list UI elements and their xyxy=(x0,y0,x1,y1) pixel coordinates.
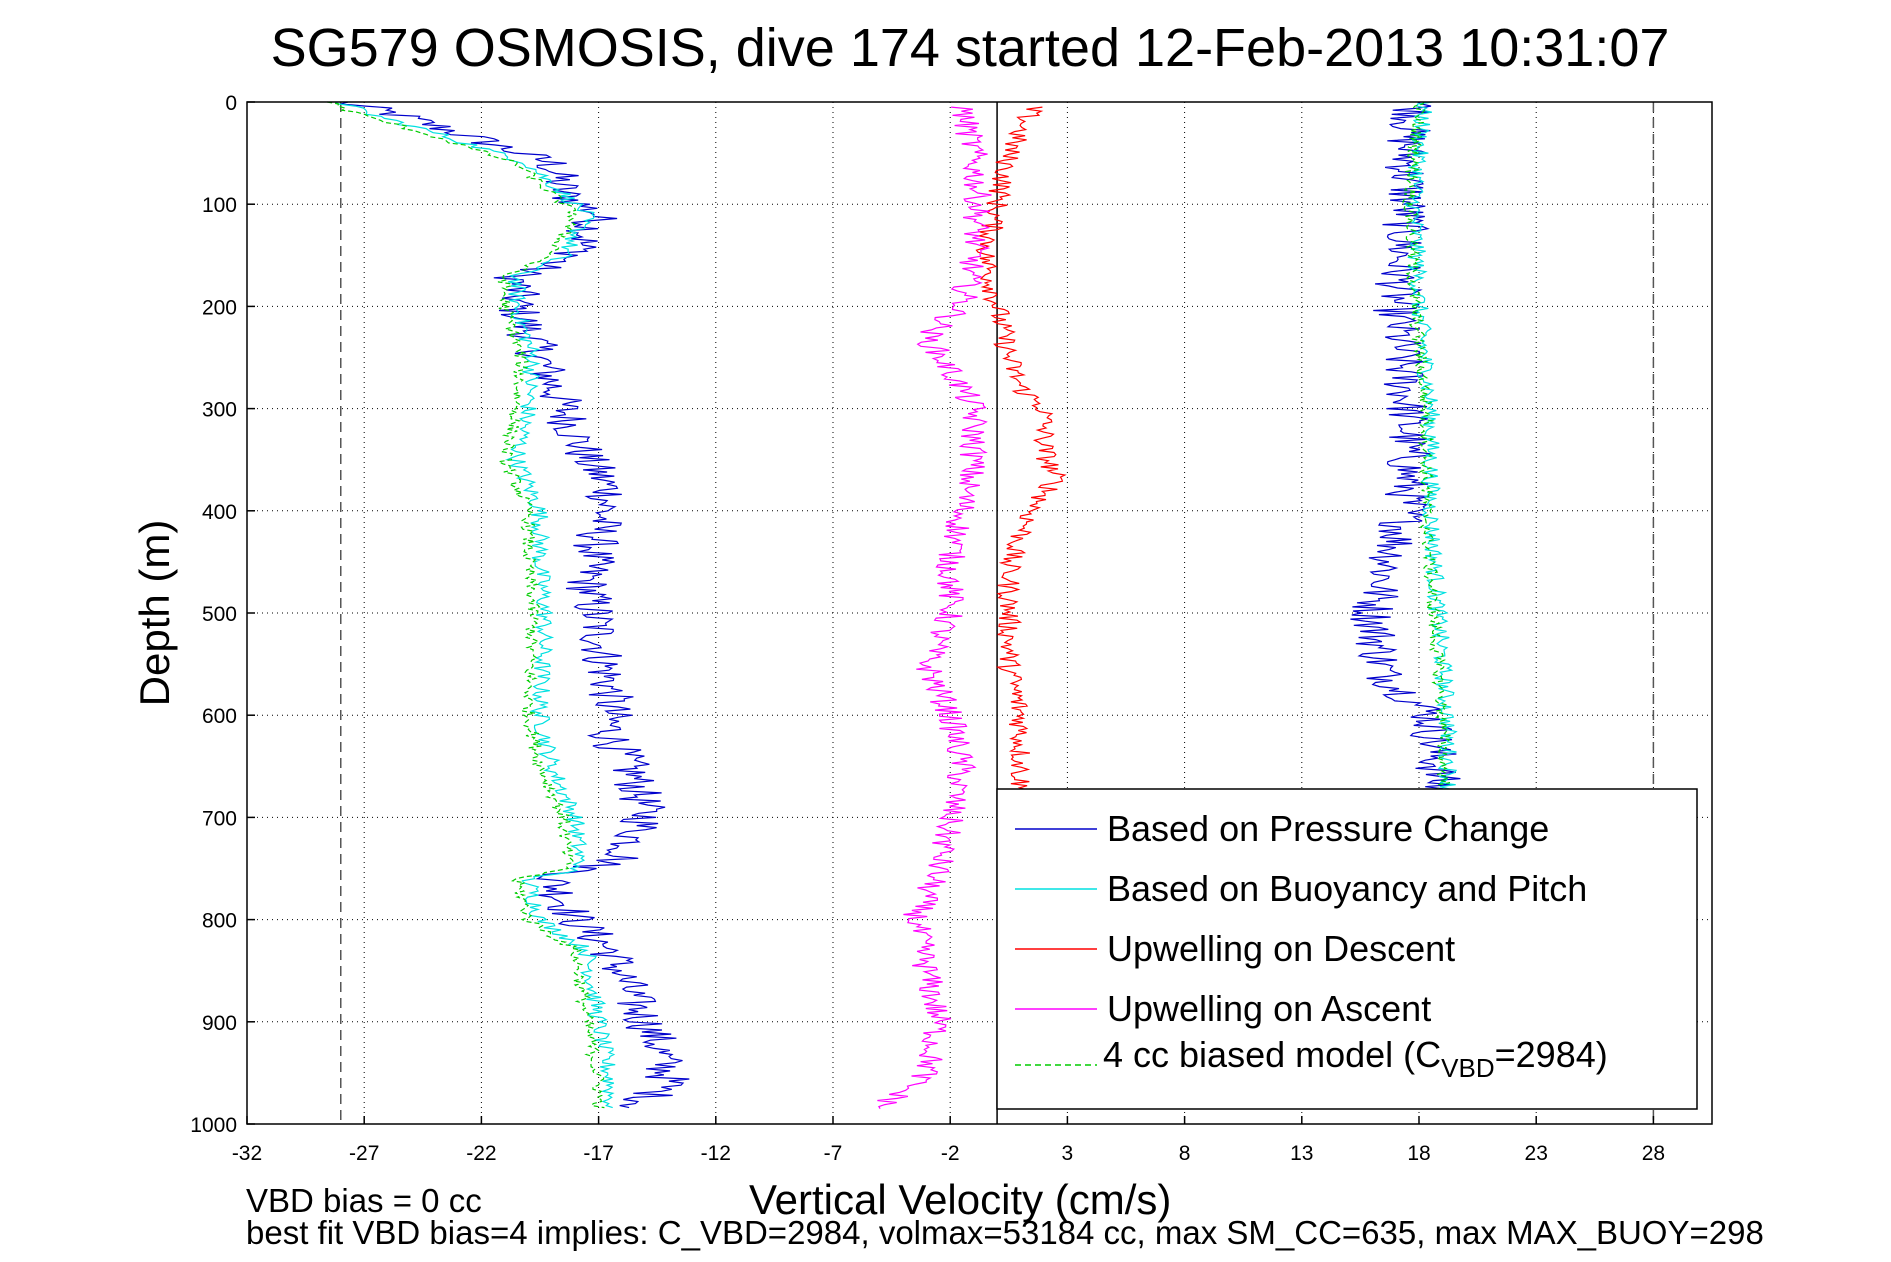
legend-items: Based on Pressure Change Based on Buoyanc… xyxy=(1015,808,1587,1029)
y-axis-ticks: 0 100 200 300 400 500 600 700 800 900 1000 xyxy=(190,92,255,1137)
y-tick-label: 200 xyxy=(202,296,237,319)
best-fit-note: best fit VBD bias=4 implies: C_VBD=2984,… xyxy=(246,1214,1764,1251)
x-tick-label: 18 xyxy=(1407,1142,1430,1165)
legend-model-label: 4 cc biased model (CVBD=2984) xyxy=(1103,1034,1608,1083)
chart-title: SG579 OSMOSIS, dive 174 started 12-Feb-2… xyxy=(271,18,1670,78)
y-tick-label: 600 xyxy=(202,705,237,728)
legend-label: Upwelling on Descent xyxy=(1107,928,1455,969)
y-tick-label: 300 xyxy=(202,399,237,422)
y-tick-label: 500 xyxy=(202,603,237,626)
y-tick-label: 100 xyxy=(202,194,237,217)
y-tick-label: 1000 xyxy=(190,1114,237,1137)
series-line-4-cc-biased-model-c-vbd-2984 xyxy=(1402,101,1454,818)
series-line-4-cc-biased-model-c-vbd-2984 xyxy=(327,101,605,1109)
series-line-upwelling-on-descent xyxy=(975,106,1067,817)
x-axis-label: Vertical Velocity (cm/s) xyxy=(749,1176,1171,1223)
x-axis-ticks: -32 -27 -22 -17 -12 -7 -2 3 8 13 18 23 28 xyxy=(232,1116,1665,1165)
x-tick-label: 23 xyxy=(1525,1142,1548,1165)
x-tick-label: -22 xyxy=(466,1142,496,1165)
x-tick-label: -27 xyxy=(349,1142,379,1165)
legend-model-prefix: 4 cc biased model (C xyxy=(1103,1034,1441,1075)
x-tick-label: -7 xyxy=(824,1142,843,1165)
x-tick-label: 8 xyxy=(1179,1142,1191,1165)
x-tick-label: -2 xyxy=(941,1142,960,1165)
y-axis-label: Depth (m) xyxy=(131,520,178,707)
series-line-based-on-buoyancy-and-pitch xyxy=(334,101,616,1109)
legend-label: Based on Buoyancy and Pitch xyxy=(1107,868,1587,909)
legend-label: Based on Pressure Change xyxy=(1107,808,1549,849)
series-line-upwelling-on-ascent xyxy=(877,106,992,1109)
legend-model-suffix: =2984) xyxy=(1495,1034,1608,1075)
legend-model-subscript: VBD xyxy=(1441,1053,1494,1083)
legend: Based on Pressure Change Based on Buoyanc… xyxy=(996,788,1698,1110)
y-tick-label: 0 xyxy=(225,92,237,115)
y-tick-label: 800 xyxy=(202,910,237,933)
legend-box xyxy=(996,788,1698,1110)
x-tick-label: -17 xyxy=(583,1142,613,1165)
legend-label: Upwelling on Ascent xyxy=(1107,988,1431,1029)
y-tick-label: 900 xyxy=(202,1012,237,1035)
x-tick-label: 3 xyxy=(1062,1142,1074,1165)
series-line-based-on-pressure-change xyxy=(1350,101,1463,818)
x-tick-label: 13 xyxy=(1290,1142,1313,1165)
y-tick-label: 700 xyxy=(202,807,237,830)
x-tick-label: 28 xyxy=(1642,1142,1665,1165)
y-tick-label: 400 xyxy=(202,501,237,524)
series-line-based-on-pressure-change xyxy=(340,101,690,1109)
series-lines xyxy=(327,101,1463,1109)
x-tick-label: -12 xyxy=(701,1142,731,1165)
series-line-based-on-buoyancy-and-pitch xyxy=(1403,101,1460,818)
x-tick-label: -32 xyxy=(232,1142,262,1165)
vbd-bias-note: VBD bias = 0 cc xyxy=(246,1182,482,1219)
